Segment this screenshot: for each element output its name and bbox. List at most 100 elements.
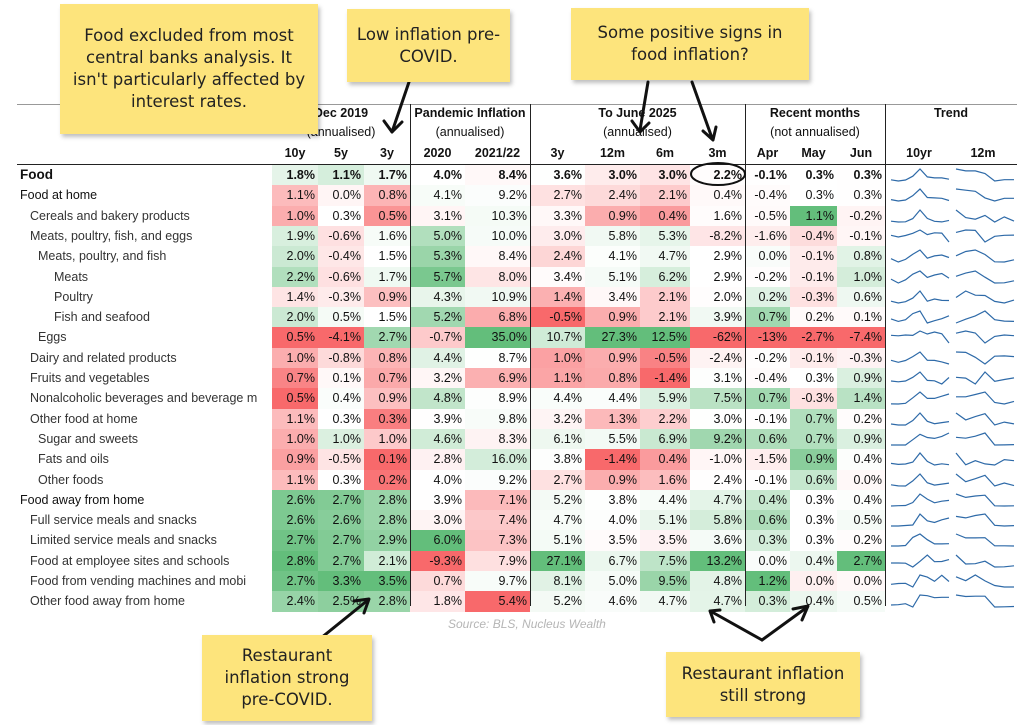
highlight-circle-food-3m — [690, 162, 746, 186]
sparkline-path — [891, 432, 950, 446]
table-cell: 1.1% — [272, 408, 318, 430]
table-cell: -9.3% — [410, 550, 465, 572]
table-cell: 2.5% — [318, 591, 364, 613]
trend-sparkline — [955, 493, 1015, 507]
table-cell: -8.2% — [690, 225, 745, 247]
table-cell: 0.3% — [790, 185, 837, 207]
table-cell: 4.4% — [640, 489, 690, 511]
trend-sparkline — [890, 269, 950, 284]
trend-sparkline — [890, 574, 950, 588]
trend-sparkline — [890, 350, 950, 365]
table-cell: 5.3% — [410, 246, 465, 268]
table-cell: 0.4% — [690, 185, 745, 207]
table-cell: 0.7% — [745, 307, 790, 329]
col-header-jun: Jun — [849, 146, 873, 160]
arrow-restaurant-pre — [319, 598, 370, 640]
table-cell: -0.4% — [790, 225, 837, 247]
col-header-3y-2025: 3y — [550, 146, 565, 160]
table-cell: 0.3% — [790, 368, 837, 389]
table-cell: 1.1% — [790, 205, 837, 227]
table-cell: 0.4% — [640, 205, 690, 227]
table-cell: 3.5% — [640, 530, 690, 552]
trend-sparkline — [955, 371, 1015, 385]
sparkline-path — [955, 209, 1015, 223]
arrow-low-inflation — [390, 80, 411, 134]
table-cell: -0.1% — [790, 266, 837, 288]
table-cell: 2.1% — [640, 307, 690, 329]
table-cell: 2.4% — [530, 246, 585, 268]
table-cell: 0.9% — [364, 388, 410, 410]
sparkline-path — [955, 452, 1015, 466]
table-cell: 1.0% — [530, 347, 585, 369]
table-cell: 0.4% — [837, 489, 885, 511]
table-cell: 0.0% — [790, 571, 837, 592]
table-cell: -0.6% — [318, 266, 364, 288]
table-cell: -0.2% — [837, 205, 885, 227]
group-header-trend: Trend — [933, 106, 969, 120]
table-cell: 6.8% — [465, 307, 530, 329]
table-cell: 4.4% — [585, 388, 640, 410]
sparkline-path — [890, 411, 950, 426]
table-cell: 5.1% — [530, 530, 585, 552]
table-cell: -0.3% — [790, 388, 837, 410]
source-note: Source: BLS, Nucleus Wealth — [448, 617, 606, 631]
table-cell: 4.4% — [410, 347, 465, 369]
table-cell: 0.5% — [272, 327, 318, 349]
row-label: Fats and oils — [38, 452, 109, 467]
table-cell: 0.7% — [790, 428, 837, 450]
table-cell: 5.0% — [585, 571, 640, 592]
sparkline-path — [955, 412, 1015, 426]
table-cell: 3.0% — [410, 510, 465, 532]
table-cell: 0.2% — [790, 307, 837, 329]
note-food-excluded: Food excluded from most central banks an… — [60, 4, 318, 134]
table-cell: 4.7% — [640, 591, 690, 613]
table-cell: 4.8% — [690, 571, 745, 592]
table-cell: -2.7% — [790, 327, 837, 349]
table-cell: 3.4% — [585, 286, 640, 308]
table-cell: 8.9% — [465, 388, 530, 410]
trend-sparkline — [955, 513, 1015, 527]
table-cell: 6.2% — [640, 266, 690, 288]
note-positive-signs: Some positive signs in food inflation? — [571, 8, 809, 80]
table-cell: 1.5% — [364, 246, 410, 268]
sparkline-path — [890, 249, 950, 263]
table-cell: 2.1% — [640, 185, 690, 207]
table-cell: -1.0% — [690, 449, 745, 471]
table-cell: 0.4% — [745, 489, 790, 511]
table-cell: 0.4% — [837, 449, 885, 471]
table-cell: -0.5% — [745, 205, 790, 227]
sparkline-path — [890, 391, 950, 405]
table-cell: 0.2% — [837, 530, 885, 552]
table-cell: -0.5% — [530, 307, 585, 329]
table-cell: -0.1% — [837, 225, 885, 247]
trend-sparkline — [891, 432, 950, 446]
trend-sparkline — [890, 391, 950, 405]
col-header-12m: 12m — [599, 146, 626, 160]
table-cell: 2.2% — [272, 266, 318, 288]
sparkline-path — [955, 310, 1015, 324]
col-header-apr: Apr — [756, 146, 779, 160]
table-cell: 0.9% — [585, 469, 640, 491]
table-cell: 12.5% — [640, 327, 690, 349]
table-cell: 2.4% — [272, 591, 318, 613]
table-cell: 1.6% — [690, 205, 745, 227]
table-cell: 2.9% — [364, 530, 410, 552]
row-label: Fruits and vegetables — [30, 371, 150, 385]
table-cell: 6.9% — [465, 368, 530, 389]
table-cell: -0.4% — [318, 246, 364, 268]
trend-sparkline — [955, 533, 1015, 547]
table-cell: 3.5% — [364, 571, 410, 592]
note-low-inflation: Low inflation pre-COVID. — [347, 9, 510, 82]
row-label: Sugar and sweets — [38, 431, 139, 446]
sparkline-path — [955, 290, 1015, 304]
table-cell: 0.3% — [837, 165, 885, 186]
table-cell: 4.0% — [410, 165, 465, 186]
table-cell: -2.4% — [690, 347, 745, 369]
table-cell: 0.3% — [790, 510, 837, 532]
table-cell: -0.7% — [410, 327, 465, 349]
table-cell: -1.4% — [585, 449, 640, 471]
trend-sparkline — [891, 553, 950, 568]
table-cell: 0.7% — [272, 368, 318, 389]
col-header-may: May — [801, 146, 826, 160]
table-cell: 2.0% — [690, 286, 745, 308]
